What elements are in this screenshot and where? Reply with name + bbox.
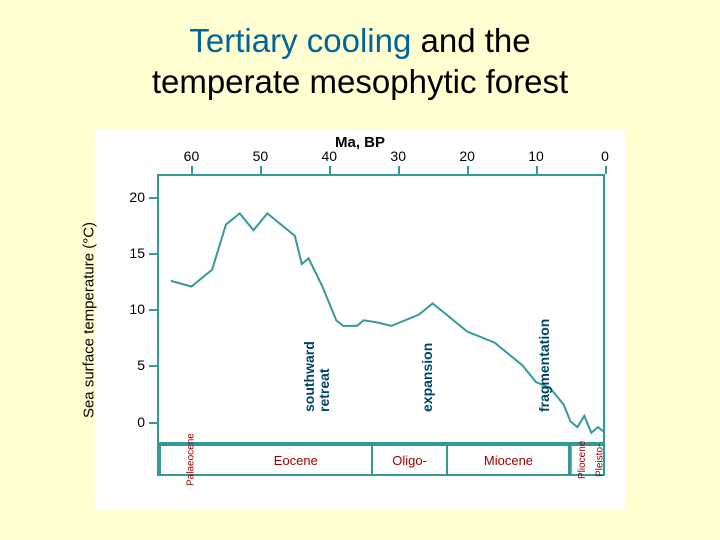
temperature-curve (95, 130, 609, 448)
x-tick (398, 166, 400, 174)
title-accent: Tertiary cooling (189, 22, 420, 59)
overlay-annotation: fragmentation (536, 318, 552, 411)
epoch-cell: Palaeocene (159, 446, 221, 474)
title-text-1: and the (421, 22, 531, 59)
overlay-annotation: southwardretreat (302, 341, 333, 412)
x-tick-label: 30 (390, 148, 406, 164)
x-tick (329, 166, 331, 174)
x-tick-label: 60 (184, 148, 200, 164)
epoch-cell: Miocene (448, 446, 570, 474)
x-tick (605, 166, 607, 174)
x-tick-label: 10 (528, 148, 544, 164)
x-tick-label: 50 (253, 148, 269, 164)
epoch-strip: PalaeoceneEoceneOligo-MiocenePliocenePle… (157, 444, 605, 476)
x-tick (260, 166, 262, 174)
x-tick (467, 166, 469, 174)
overlay-annotation: expansion (419, 342, 435, 411)
y-tick-label: 0 (115, 414, 145, 430)
y-tick-label: 10 (115, 301, 145, 317)
y-tick-label: 20 (115, 189, 145, 205)
epoch-cell: Pliocene (570, 446, 593, 474)
title-text-2: temperate mesophytic forest (152, 63, 568, 100)
y-tick-label: 5 (115, 357, 145, 373)
x-tick-label: 0 (601, 148, 609, 164)
x-tick (191, 166, 193, 174)
y-tick (149, 253, 157, 255)
epoch-cell: Oligo- (373, 446, 449, 474)
x-tick (536, 166, 538, 174)
y-tick-label: 15 (115, 245, 145, 261)
epoch-cell: Pleisto- (593, 446, 607, 474)
y-tick (149, 197, 157, 199)
y-tick (149, 422, 157, 424)
page-title: Tertiary cooling and the temperate mesop… (0, 0, 720, 103)
y-tick (149, 365, 157, 367)
chart-container: Ma, BP Sea surface temperature (°C) Pala… (95, 130, 625, 510)
x-tick-label: 40 (322, 148, 338, 164)
y-tick (149, 309, 157, 311)
x-tick-label: 20 (459, 148, 475, 164)
epoch-cell: Eocene (221, 446, 373, 474)
